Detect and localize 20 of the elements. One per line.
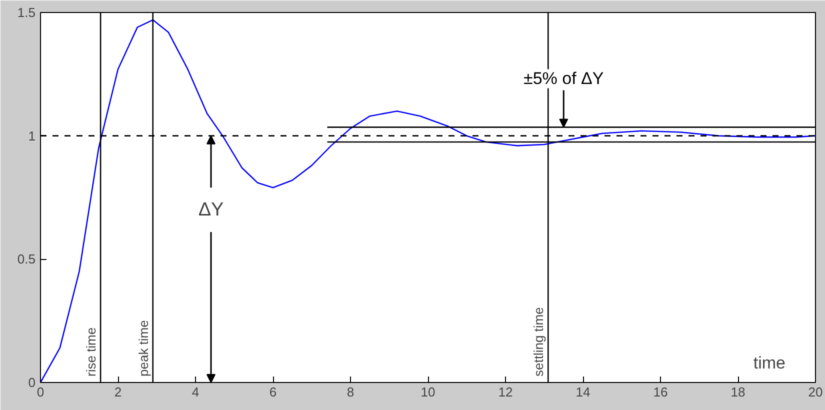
x-tick-label: 8 bbox=[346, 384, 354, 400]
x-tick-label: 12 bbox=[498, 384, 513, 400]
x-tick-label: 18 bbox=[730, 384, 746, 400]
x-tick-label: 16 bbox=[653, 384, 668, 400]
annotation: ±5% of ΔY bbox=[524, 69, 604, 88]
x-tick-label: 4 bbox=[192, 384, 200, 400]
x-tick-label: 2 bbox=[114, 384, 122, 400]
ref-line-label: rise time bbox=[84, 327, 99, 376]
y-tick-label: 0 bbox=[28, 375, 36, 390]
ref-line-label: settling time bbox=[531, 307, 546, 376]
x-axis-title: time bbox=[753, 354, 786, 372]
x-tick-label: 20 bbox=[808, 384, 823, 400]
y-tick-label: 0.5 bbox=[17, 252, 36, 267]
y-tick-label: 1.5 bbox=[17, 5, 36, 20]
x-tick-label: 6 bbox=[269, 384, 277, 400]
x-tick-label: 14 bbox=[576, 384, 590, 400]
annotation: ΔY bbox=[198, 199, 224, 220]
y-tick-label: 1 bbox=[28, 128, 36, 144]
x-tick-label: 10 bbox=[420, 384, 436, 400]
ref-line-label: peak time bbox=[136, 320, 151, 376]
